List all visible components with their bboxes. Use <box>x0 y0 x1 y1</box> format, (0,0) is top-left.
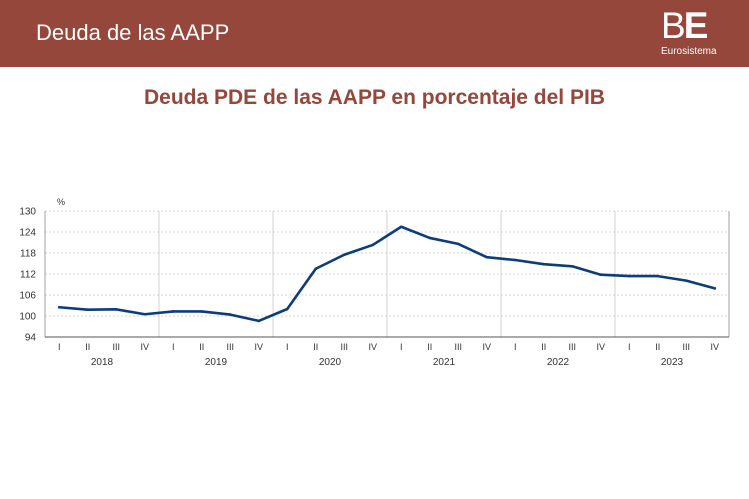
x-tick-label-quarter: III <box>112 342 120 352</box>
logo-letter-b: B <box>661 5 686 46</box>
data-point <box>285 307 289 311</box>
x-tick-label-quarter: III <box>340 342 348 352</box>
data-point <box>257 319 261 323</box>
data-point <box>371 243 375 247</box>
x-tick-label-quarter: II <box>199 342 204 352</box>
y-tick-label: 94 <box>25 333 37 344</box>
data-point <box>57 305 61 309</box>
y-tick-label: 118 <box>20 249 36 260</box>
data-point <box>428 236 432 240</box>
x-tick-label-quarter: I <box>514 342 517 352</box>
x-tick-label-quarter: III <box>682 342 690 352</box>
x-tick-label-quarter: IV <box>596 342 605 352</box>
x-tick-label-year: 2022 <box>547 357 570 368</box>
data-point <box>342 253 346 257</box>
x-tick-label-quarter: III <box>568 342 576 352</box>
y-tick-label: 130 <box>19 207 36 218</box>
data-point <box>627 274 631 278</box>
data-point <box>114 308 118 311</box>
x-tick-label-quarter: III <box>226 342 234 352</box>
x-tick-label-quarter: I <box>172 342 175 352</box>
banco-espana-logo: BE Eurosistema <box>661 6 725 58</box>
x-tick-label-quarter: I <box>400 342 403 352</box>
y-axis-unit-label: % <box>57 197 65 207</box>
y-tick-label: 106 <box>19 291 36 302</box>
data-point <box>485 255 489 259</box>
data-point <box>399 225 403 229</box>
y-tick-label: 112 <box>20 270 36 281</box>
data-point <box>570 265 574 268</box>
logo-subtitle: Eurosistema <box>661 46 717 57</box>
data-point <box>656 274 660 278</box>
data-point <box>143 312 147 316</box>
data-point <box>86 308 90 312</box>
x-tick-label-year: 2018 <box>91 357 114 368</box>
data-point <box>513 258 517 262</box>
x-tick-label-quarter: IV <box>368 342 377 352</box>
x-tick-label-year: 2023 <box>661 357 684 368</box>
data-point <box>200 310 204 313</box>
y-tick-label: 124 <box>19 228 36 239</box>
x-tick-label-quarter: I <box>286 342 289 352</box>
x-tick-label-quarter: II <box>313 342 318 352</box>
x-tick-label-year: 2019 <box>205 357 228 368</box>
x-tick-label-quarter: II <box>427 342 432 352</box>
y-tick-label: 100 <box>19 312 36 323</box>
header-bar: Deuda de las AAPP BE Eurosistema <box>0 0 749 67</box>
data-point <box>456 242 460 246</box>
data-point <box>684 279 688 282</box>
x-tick-label-quarter: II <box>655 342 660 352</box>
x-tick-label-quarter: II <box>541 342 546 352</box>
x-tick-label-year: 2020 <box>319 357 342 368</box>
x-tick-label-quarter: IV <box>254 342 263 352</box>
x-tick-label-quarter: I <box>628 342 631 352</box>
x-tick-label-quarter: IV <box>140 342 149 352</box>
logo-mark: BE <box>661 5 709 46</box>
data-point <box>713 287 717 290</box>
x-tick-label-quarter: IV <box>482 342 491 352</box>
x-tick-label-quarter: III <box>454 342 462 352</box>
x-tick-label-quarter: IV <box>710 342 719 352</box>
series-line-deuda-pde <box>57 225 717 323</box>
x-tick-label-quarter: I <box>58 342 61 352</box>
header-title: Deuda de las AAPP <box>36 20 230 45</box>
logo-letter-e: E <box>683 5 709 46</box>
chart-title: Deuda PDE de las AAPP en porcentaje del … <box>144 86 605 109</box>
data-point <box>314 267 318 271</box>
x-tick-label-year: 2021 <box>433 357 456 368</box>
data-point <box>171 310 175 313</box>
data-point <box>599 273 603 277</box>
x-tick-label-quarter: II <box>85 342 90 352</box>
data-point <box>228 313 232 316</box>
data-point <box>542 262 546 266</box>
